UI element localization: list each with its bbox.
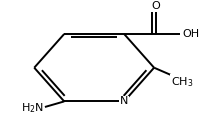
Text: O: O xyxy=(152,1,160,11)
Text: OH: OH xyxy=(182,29,199,39)
Text: H$_2$N: H$_2$N xyxy=(21,102,44,115)
Text: CH$_3$: CH$_3$ xyxy=(171,75,193,88)
Text: N: N xyxy=(120,96,128,106)
